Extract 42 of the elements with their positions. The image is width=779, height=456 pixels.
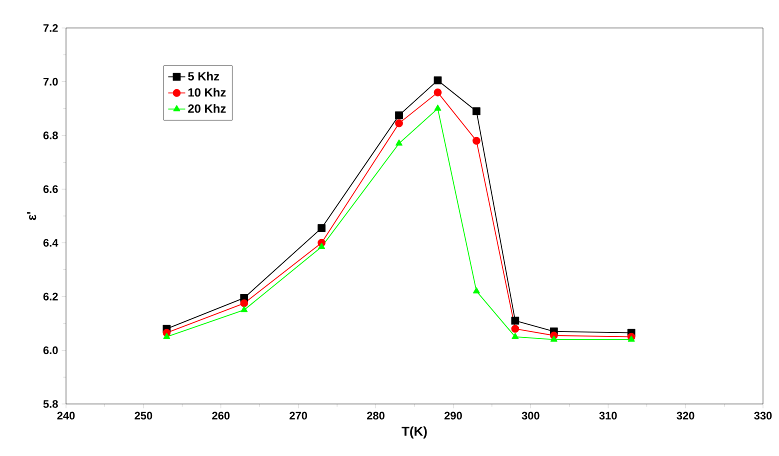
point [512, 332, 519, 340]
x-tick-label: 300 [522, 412, 540, 420]
x-tick-label: 330 [754, 412, 772, 420]
legend-label: 10 Khz [188, 88, 226, 97]
x-tick-label: 280 [367, 412, 384, 420]
point [318, 224, 326, 232]
point [163, 332, 170, 340]
y-tick-label: 6.8 [43, 132, 58, 140]
point [395, 119, 403, 128]
point [628, 336, 635, 342]
point [240, 306, 248, 312]
x-tick-label: 290 [444, 412, 462, 420]
legend-label: 20 Khz [188, 104, 226, 113]
x-tick-label: 260 [212, 412, 230, 420]
y-tick-label: 6.2 [43, 292, 58, 300]
legend-label: 5 Khz [188, 72, 220, 81]
x-tick-label: 310 [599, 412, 617, 420]
y-tick-label: 7.0 [43, 78, 58, 86]
point [472, 107, 480, 116]
point [472, 136, 480, 145]
point [550, 336, 558, 342]
point [434, 104, 442, 111]
point [511, 324, 520, 333]
x-axis-title: T(K) [402, 426, 427, 438]
point [395, 111, 403, 120]
point [511, 316, 520, 325]
y-tick-label: 6.6 [43, 185, 58, 194]
point [318, 242, 326, 250]
x-tick-label: 320 [676, 412, 694, 420]
x-tick-label: 270 [290, 412, 308, 420]
point [240, 299, 248, 308]
point [472, 287, 480, 294]
y-tick-label: 5.8 [43, 400, 58, 408]
point [434, 76, 442, 84]
x-tick-label: 250 [134, 412, 152, 420]
y-tick-label: 6.4 [43, 238, 58, 247]
y-tick-label: 7.2 [43, 24, 58, 32]
x-tick-label: 240 [57, 412, 75, 420]
point [396, 140, 402, 146]
y-tick-label: 6.0 [43, 346, 58, 354]
point [434, 88, 442, 96]
y-axis-title: ε' [27, 212, 36, 220]
